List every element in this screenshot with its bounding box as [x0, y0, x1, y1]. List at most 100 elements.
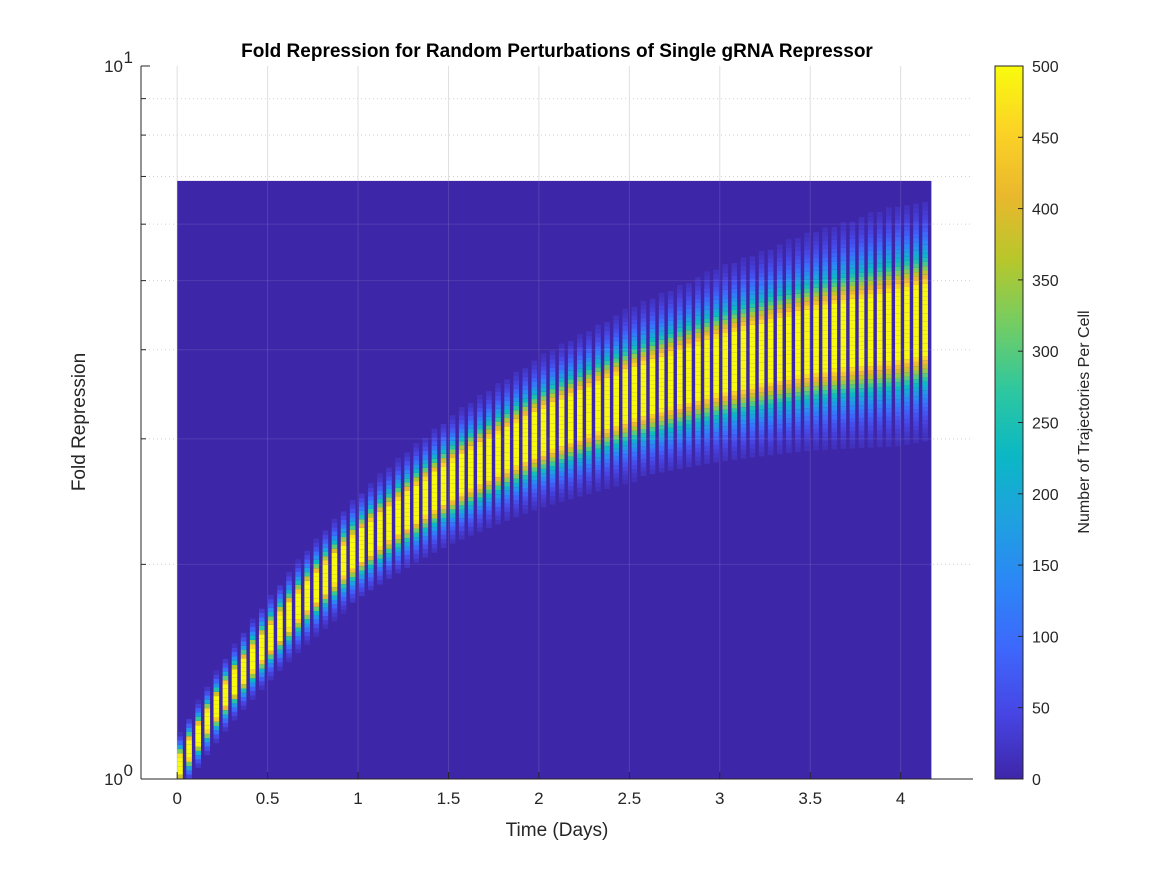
heatmap-cell	[695, 362, 701, 368]
heatmap-cell	[349, 508, 356, 513]
heatmap-cell	[885, 241, 892, 246]
heatmap-cell	[767, 395, 774, 400]
heatmap-cell	[749, 393, 756, 398]
heatmap-cell	[549, 500, 556, 505]
heatmap-cell	[549, 444, 556, 449]
heatmap-cell	[722, 311, 729, 316]
heatmap-cell	[822, 432, 828, 438]
heatmap-cell	[804, 365, 810, 370]
heatmap-cell	[822, 253, 828, 258]
heatmap-cell	[804, 275, 810, 280]
heatmap-cell	[240, 632, 247, 638]
heatmap-cell	[222, 663, 229, 668]
heatmap-cell	[840, 384, 847, 390]
heatmap-cell	[622, 317, 629, 322]
heatmap-cell	[858, 383, 865, 389]
heatmap-cell	[404, 533, 410, 539]
heatmap-cell	[895, 211, 901, 216]
heatmap-cell	[849, 418, 856, 423]
heatmap-cell	[885, 374, 892, 379]
heatmap-cell	[731, 348, 738, 353]
heatmap-cell	[231, 652, 238, 657]
heatmap-cell	[858, 302, 865, 307]
heatmap-cell	[249, 665, 256, 670]
heatmap-cell	[386, 548, 392, 554]
heatmap-cell	[686, 462, 692, 468]
x-tick-label: 0	[172, 789, 181, 808]
heatmap-cell	[467, 432, 474, 438]
heatmap-cell	[240, 688, 247, 693]
heatmap-cell	[467, 505, 474, 510]
heatmap-cell	[786, 350, 792, 355]
heatmap-cell	[922, 210, 928, 215]
heatmap-cell	[558, 493, 565, 498]
heatmap-cell	[686, 304, 692, 309]
heatmap-cell	[458, 509, 465, 514]
heatmap-cell	[577, 475, 583, 480]
heatmap-cell	[840, 286, 847, 291]
heatmap-cell	[604, 394, 610, 400]
heatmap-cell	[813, 347, 819, 353]
heatmap-cell	[795, 417, 801, 423]
heatmap-cell	[358, 557, 365, 563]
heatmap-cell	[858, 332, 865, 337]
heatmap-cell	[876, 306, 883, 311]
heatmap-cell	[404, 529, 410, 534]
heatmap-cell	[377, 545, 383, 551]
heatmap-cell	[904, 278, 910, 283]
heatmap-cell	[277, 589, 283, 595]
heatmap-cell	[695, 444, 701, 449]
heatmap-cell	[513, 444, 520, 449]
heatmap-cell	[195, 729, 201, 734]
heatmap-cell	[913, 370, 919, 375]
heatmap-cell	[268, 599, 274, 604]
heatmap-cell	[767, 438, 774, 443]
heatmap-cell	[786, 371, 792, 377]
heatmap-cell	[895, 245, 901, 250]
heatmap-cell	[731, 425, 738, 430]
heatmap-cell	[776, 334, 783, 339]
heatmap-cell	[631, 345, 638, 350]
heatmap-cell	[704, 318, 710, 323]
heatmap-cell	[786, 418, 792, 424]
heatmap-cell	[776, 287, 783, 292]
heatmap-cell	[531, 373, 538, 378]
heatmap-cell	[704, 425, 710, 430]
heatmap-cell	[467, 471, 474, 476]
heatmap-cell	[822, 368, 828, 373]
heatmap-cell	[358, 523, 365, 528]
heatmap-cell	[795, 298, 801, 303]
heatmap-cell	[495, 404, 501, 409]
heatmap-cell	[731, 335, 738, 340]
heatmap-cell	[667, 419, 674, 424]
heatmap-cell	[368, 521, 374, 527]
heatmap-cell	[867, 421, 874, 427]
heatmap-cell	[449, 509, 456, 514]
heatmap-cell	[813, 364, 819, 370]
heatmap-cell	[895, 386, 901, 391]
heatmap-cell	[504, 409, 510, 414]
heatmap-cell	[286, 584, 292, 590]
heatmap-cell	[595, 358, 601, 364]
heatmap-cell	[676, 443, 683, 448]
heatmap-cell	[395, 504, 401, 510]
heatmap-cell	[713, 346, 719, 351]
heatmap-cell	[449, 419, 456, 424]
heatmap-cell	[240, 705, 247, 710]
heatmap-cell	[458, 406, 465, 412]
heatmap-cell	[767, 275, 774, 280]
heatmap-cell	[295, 614, 301, 620]
heatmap-cell	[840, 303, 847, 308]
heatmap-cell	[340, 545, 347, 550]
heatmap-cell	[522, 368, 529, 373]
heatmap-cell	[577, 338, 583, 343]
heatmap-cell	[676, 426, 683, 431]
heatmap-cell	[885, 237, 892, 242]
heatmap-cell	[667, 316, 674, 321]
heatmap-cell	[913, 242, 919, 247]
heatmap-cell	[549, 487, 556, 492]
heatmap-cell	[386, 544, 392, 549]
heatmap-cell	[913, 263, 919, 268]
heatmap-cell	[477, 403, 483, 408]
